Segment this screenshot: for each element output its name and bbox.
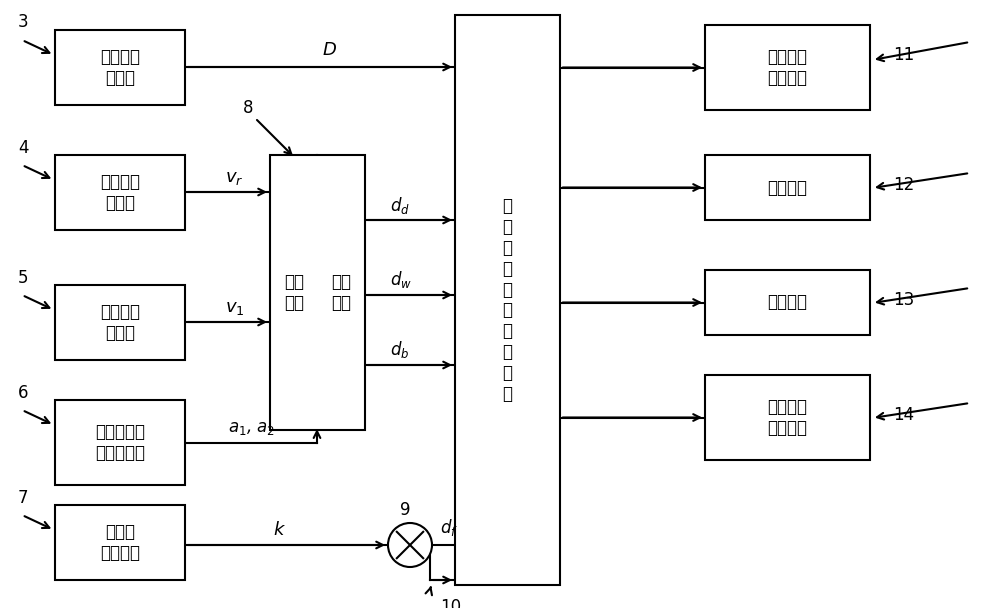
Bar	[705, 270, 870, 335]
Text: 驾驶员
个体类型: 驾驶员 个体类型	[100, 523, 140, 562]
Bar	[55, 285, 185, 360]
Text: 10: 10	[440, 598, 461, 608]
Text: 紧急制动: 紧急制动	[768, 294, 808, 311]
Text: $v_r$: $v_r$	[225, 169, 243, 187]
Bar	[55, 155, 185, 230]
Text: 5: 5	[18, 269, 28, 287]
Text: 9: 9	[400, 501, 411, 519]
Text: 声光告警: 声光告警	[768, 179, 808, 196]
Text: 雷达测速
传感器: 雷达测速 传感器	[100, 173, 140, 212]
Bar	[55, 505, 185, 580]
Text: $d_f$: $d_f$	[440, 517, 458, 537]
Text: 7: 7	[18, 489, 28, 507]
Bar	[705, 25, 870, 110]
Text: 3: 3	[18, 13, 29, 31]
Text: 安全
距离: 安全 距离	[331, 273, 351, 312]
Text: 仪表显示
安全跟车: 仪表显示 安全跟车	[768, 48, 808, 87]
Bar	[705, 375, 870, 460]
Text: 算法
单元: 算法 单元	[284, 273, 304, 312]
Text: 12: 12	[893, 176, 914, 194]
Text: 4: 4	[18, 139, 28, 157]
Text: $D$: $D$	[322, 41, 338, 59]
Text: $d_w$: $d_w$	[390, 269, 412, 291]
Text: 8: 8	[243, 99, 254, 117]
Bar	[705, 155, 870, 220]
Text: 14: 14	[893, 406, 914, 424]
Text: 天气、路面
车型、载重: 天气、路面 车型、载重	[95, 423, 145, 462]
Bar	[55, 400, 185, 485]
Text: 13: 13	[893, 291, 914, 309]
Circle shape	[388, 523, 432, 567]
Text: 模糊控制
自动刹车: 模糊控制 自动刹车	[768, 398, 808, 437]
Text: $k$: $k$	[273, 521, 287, 539]
Bar	[55, 30, 185, 105]
Bar	[270, 155, 365, 430]
Text: 霍尔车速
传感器: 霍尔车速 传感器	[100, 303, 140, 342]
Text: $d_d$: $d_d$	[390, 195, 410, 215]
Text: $d_b$: $d_b$	[390, 339, 409, 361]
Text: $a_1$, $a_2$: $a_1$, $a_2$	[228, 419, 275, 437]
Text: $v_1$: $v_1$	[225, 299, 245, 317]
Text: 11: 11	[893, 46, 914, 64]
Text: 车
间
距
离
分
级
管
理
单
元: 车 间 距 离 分 级 管 理 单 元	[503, 198, 512, 402]
Text: 雷达测距
传感器: 雷达测距 传感器	[100, 48, 140, 87]
Bar	[455, 15, 560, 585]
Text: 6: 6	[18, 384, 28, 402]
